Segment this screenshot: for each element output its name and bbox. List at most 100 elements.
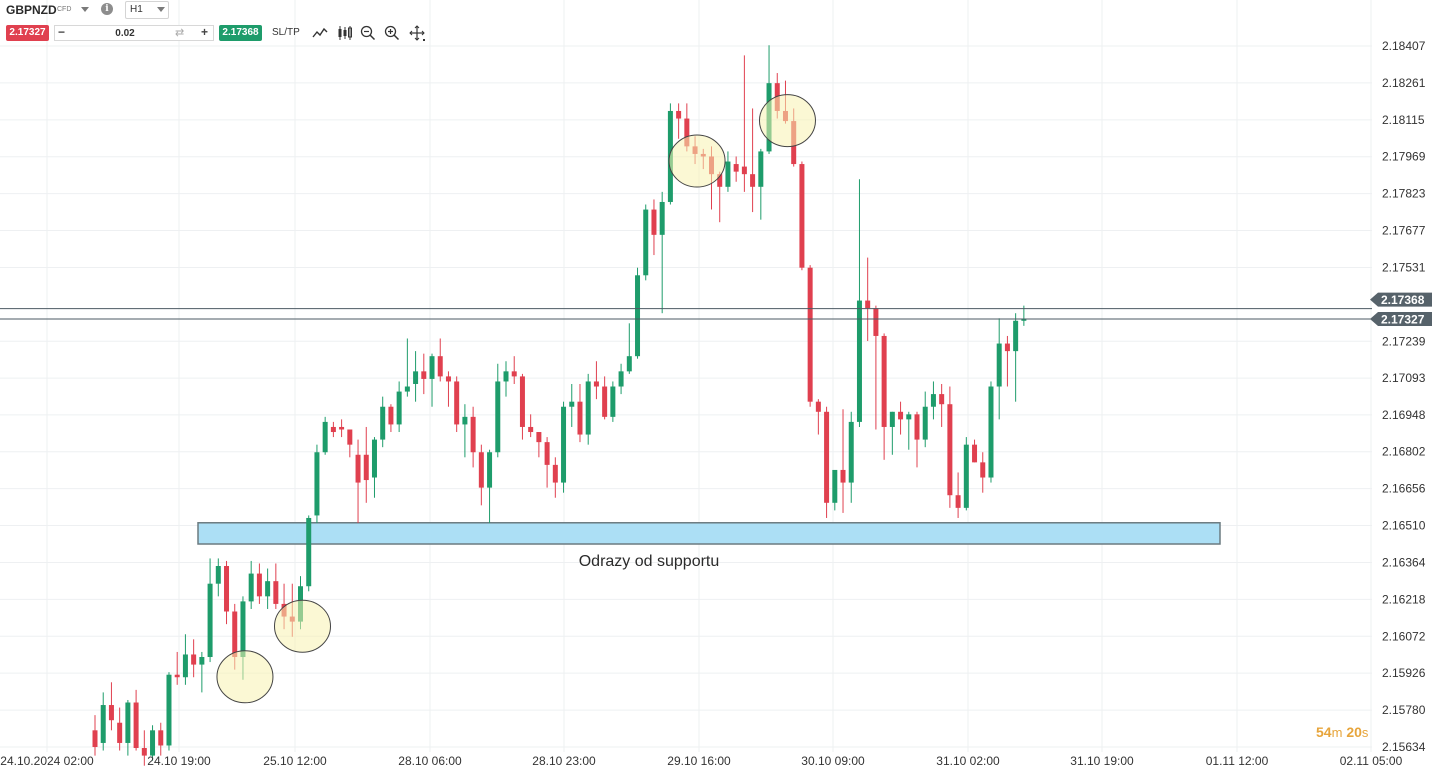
bid-price-tag-label: 2.17327 <box>1381 313 1425 327</box>
candle-body <box>980 462 986 478</box>
symbol-dropdown-icon[interactable] <box>81 7 89 12</box>
candle <box>191 639 197 678</box>
x-tick-label: 31.10 19:00 <box>1070 754 1134 768</box>
price-lines: 2.17368 2.17327 <box>0 292 1432 327</box>
decrease-button[interactable]: − <box>58 25 66 39</box>
candle <box>651 199 657 256</box>
candle-body <box>848 421 854 483</box>
candle-body <box>881 335 887 427</box>
candle-body <box>873 308 879 336</box>
candle-body <box>561 406 567 483</box>
candle-body <box>824 411 830 503</box>
candle-body <box>396 391 402 425</box>
bounce-highlight-ellipse <box>216 650 274 704</box>
y-tick-label: 2.17531 <box>1382 260 1426 274</box>
x-tick-label: 02.11 05:00 <box>1340 754 1403 768</box>
info-icon[interactable]: i <box>101 3 113 15</box>
candle-body <box>807 267 813 402</box>
candle-body <box>191 654 197 665</box>
candle <box>224 560 230 625</box>
candle <box>593 361 599 400</box>
time-axis[interactable]: 24.10.2024 02:00 24.10 19:00 25.10 12:00 28… <box>0 754 1402 768</box>
candle-body <box>371 439 377 478</box>
candle-body <box>865 300 871 309</box>
candle-body <box>906 414 912 420</box>
sltp-button[interactable]: SL/TP <box>272 27 300 38</box>
candle <box>577 383 583 443</box>
candle-body <box>445 376 451 382</box>
candle <box>848 411 854 503</box>
candle <box>865 257 871 342</box>
candle-body <box>150 730 156 756</box>
buy-button[interactable]: 2.17368 <box>219 25 262 41</box>
candle <box>108 682 114 731</box>
candle-body <box>972 444 978 463</box>
quantity-stepper[interactable]: − 0.02 ⇄ + <box>54 25 214 41</box>
candle-body <box>930 394 936 407</box>
candle-body <box>224 565 230 612</box>
zoom-out-icon[interactable] <box>359 24 377 42</box>
candle <box>643 204 649 281</box>
candle-body <box>725 161 731 187</box>
y-tick-label: 2.17239 <box>1382 334 1426 348</box>
timer-seconds-unit: s <box>1361 725 1369 740</box>
line-chart-icon[interactable] <box>311 24 329 42</box>
candle-body <box>166 674 172 746</box>
support-zone-rect <box>197 522 1221 545</box>
candle <box>314 444 320 524</box>
candle <box>470 406 476 468</box>
candle <box>602 376 608 420</box>
symbol-label[interactable]: GBPNZD <box>6 3 57 17</box>
ask-price-tag <box>1370 292 1432 307</box>
candle-body <box>955 495 961 508</box>
candle-body <box>388 406 394 425</box>
candle <box>807 265 813 407</box>
candle <box>363 426 369 503</box>
y-tick-label: 2.17093 <box>1382 371 1426 385</box>
candle <box>330 421 336 438</box>
candle-body <box>717 174 723 187</box>
candle-body <box>947 404 953 496</box>
candle <box>413 351 419 402</box>
timer-minutes: 54 <box>1316 724 1332 740</box>
candle-body <box>125 702 131 743</box>
trade-bar: 2.17327 − 0.02 ⇄ + 2.17368 SL/TP <box>0 24 440 44</box>
candle-body <box>207 583 213 658</box>
candle-body <box>889 411 895 427</box>
candle-body <box>429 356 435 379</box>
candle <box>454 376 460 433</box>
candle-body <box>133 702 139 749</box>
candle-body <box>684 118 690 147</box>
zoom-in-icon[interactable] <box>383 24 401 42</box>
candles-icon[interactable] <box>336 24 354 42</box>
candle <box>166 672 172 751</box>
candle-body <box>577 401 583 435</box>
candle <box>635 267 641 359</box>
quantity-input[interactable]: 0.02 <box>115 28 135 39</box>
bounce-highlight-ellipse <box>668 134 726 188</box>
candle-body <box>643 209 649 276</box>
y-tick-label: 2.15780 <box>1382 703 1426 717</box>
y-tick-label: 2.17823 <box>1382 187 1426 201</box>
crosshair-icon[interactable] <box>408 24 426 42</box>
candle <box>1013 313 1019 402</box>
swap-icon[interactable]: ⇄ <box>175 27 185 39</box>
candle <box>676 103 682 139</box>
candle-body <box>914 414 920 440</box>
sell-button[interactable]: 2.17327 <box>6 25 49 41</box>
candle-body <box>856 300 862 422</box>
candle <box>947 386 953 508</box>
y-tick-label: 2.18261 <box>1382 76 1426 90</box>
bounce-highlights <box>216 94 816 704</box>
candle <box>396 381 402 433</box>
price-axis[interactable]: 2.18407 2.18261 2.18115 2.17969 2.17823 2.176… <box>1382 39 1426 754</box>
candle <box>150 725 156 761</box>
candle-body <box>240 601 246 658</box>
candle <box>856 179 862 427</box>
candle-body <box>585 381 591 435</box>
increase-button[interactable]: + <box>201 25 209 39</box>
timeframe-select[interactable]: H1 <box>125 1 169 19</box>
candle-body <box>922 406 928 440</box>
candle <box>478 444 484 506</box>
